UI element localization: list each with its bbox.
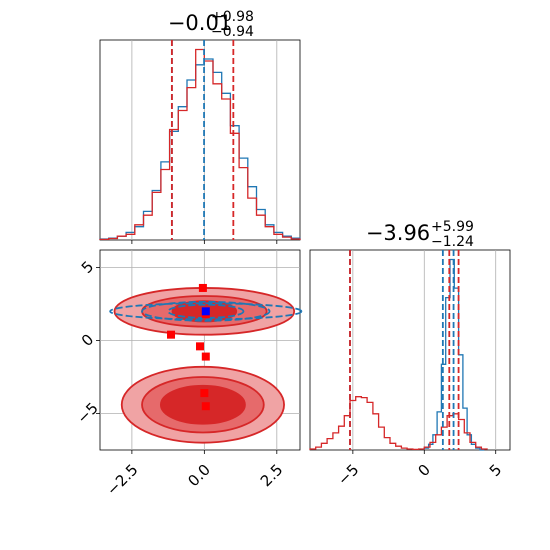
x-tick-label: −2.5 bbox=[103, 461, 141, 499]
bottom-left-y-ticks: −5 0 5 bbox=[73, 257, 101, 427]
histogram-step bbox=[309, 396, 488, 451]
bottom-left-panel: −2.5 0.0 2.5 −5 0 5 bbox=[73, 249, 303, 499]
bottom-right-title-sub: −1.24 bbox=[431, 234, 474, 250]
top-left-histograms bbox=[99, 48, 301, 241]
bottom-right-panel: −5 0 5 −3.96 +5.99 −1.24 bbox=[309, 219, 511, 489]
red-marker bbox=[198, 283, 207, 292]
blue-contour bbox=[167, 303, 245, 319]
top-left-panel: −0.01 +0.98 −0.94 bbox=[99, 9, 301, 244]
top-left-title-sup: +0.98 bbox=[211, 9, 254, 25]
bottom-right-title-sup: +5.99 bbox=[431, 219, 474, 235]
x-tick-label: 0 bbox=[414, 461, 433, 480]
top-left-title: −0.01 bbox=[168, 11, 232, 35]
bottom-left-panel-frame bbox=[99, 249, 301, 451]
red-marker bbox=[201, 352, 210, 361]
bottom-right-x-ticks: −5 0 5 bbox=[334, 450, 505, 489]
x-tick-label: −5 bbox=[334, 461, 362, 489]
top-left-title-sub: −0.94 bbox=[211, 24, 254, 40]
red-marker bbox=[200, 389, 209, 398]
x-tick-label: 2.5 bbox=[257, 461, 287, 491]
top-left-panel-frame bbox=[99, 39, 301, 241]
y-tick-label: 0 bbox=[78, 330, 97, 349]
bottom-right-grid bbox=[352, 250, 497, 450]
bottom-right-title: −3.96 bbox=[366, 221, 430, 245]
bottom-right-quantile-lines bbox=[349, 250, 460, 450]
blue-marker bbox=[201, 307, 210, 316]
histogram-step bbox=[99, 58, 301, 240]
bottom-right-panel-frame bbox=[309, 249, 511, 451]
red-marker bbox=[196, 342, 204, 351]
histogram-step bbox=[99, 48, 301, 241]
bottom-left-points bbox=[167, 283, 210, 411]
blue-contour bbox=[141, 300, 271, 322]
y-tick-label: 5 bbox=[78, 257, 97, 276]
x-tick-label: 5 bbox=[486, 461, 505, 480]
x-tick-label: 0.0 bbox=[184, 461, 214, 491]
bottom-right-histograms bbox=[309, 258, 488, 451]
bottom-left-x-ticks: −2.5 0.0 2.5 bbox=[103, 450, 286, 499]
y-tick-label: −5 bbox=[73, 399, 101, 427]
top-left-quantile-lines bbox=[170, 40, 235, 240]
red-marker bbox=[167, 330, 176, 339]
red-marker bbox=[201, 402, 210, 411]
bottom-left-contours bbox=[109, 287, 303, 444]
blue-contour bbox=[109, 302, 303, 321]
